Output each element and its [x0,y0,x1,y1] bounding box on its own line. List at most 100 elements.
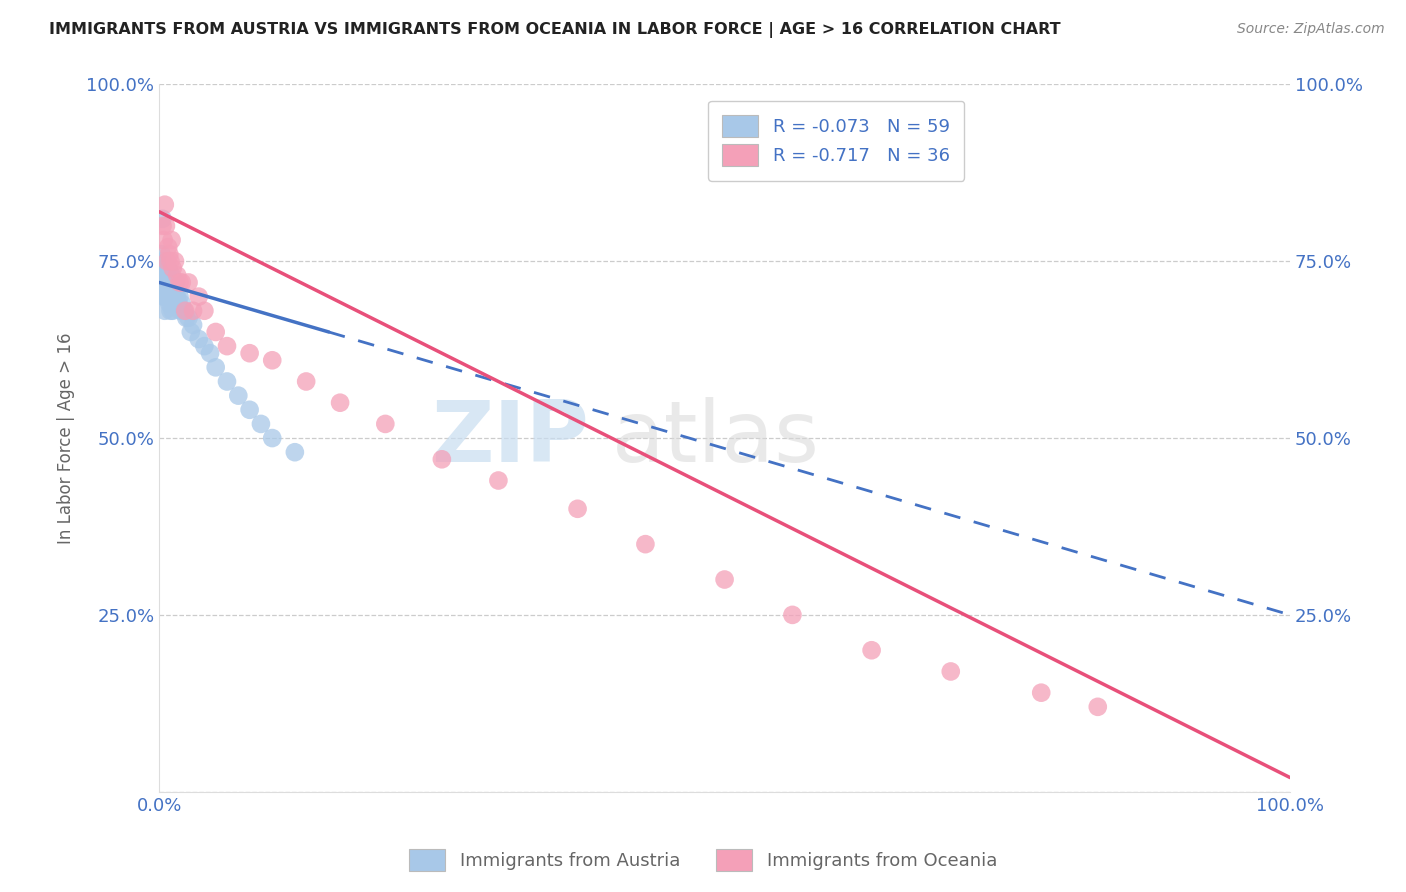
Point [166,290,188,304]
Point [163,276,186,290]
Point [155,219,177,233]
Point [193,303,215,318]
Point [486,474,509,488]
Point [152,290,174,304]
Point [167,296,190,310]
Point [1087,699,1109,714]
Legend: R = -0.073   N = 59, R = -0.717   N = 36: R = -0.073 N = 59, R = -0.717 N = 36 [707,101,965,181]
Text: IMMIGRANTS FROM AUSTRIA VS IMMIGRANTS FROM OCEANIA IN LABOR FORCE | AGE > 16 COR: IMMIGRANTS FROM AUSTRIA VS IMMIGRANTS FR… [49,22,1062,38]
Point [329,395,352,409]
Point [157,276,180,290]
Point [860,643,883,657]
Point [782,607,804,622]
Point [939,665,962,679]
Point [163,296,186,310]
Point [180,325,202,339]
Point [157,290,180,304]
Point [159,276,181,290]
Text: atlas: atlas [612,397,820,480]
Point [295,375,318,389]
Point [567,501,589,516]
Point [157,268,180,283]
Point [156,261,179,276]
Point [162,290,184,304]
Point [170,276,193,290]
Point [174,310,197,325]
Point [374,417,396,431]
Point [155,290,177,304]
Point [181,303,204,318]
Point [153,303,176,318]
Text: Source: ZipAtlas.com: Source: ZipAtlas.com [1237,22,1385,37]
Point [239,402,262,417]
Point [430,452,453,467]
Point [155,276,177,290]
Point [160,283,183,297]
Point [152,254,174,268]
Point [170,296,193,310]
Point [153,283,176,297]
Point [160,268,183,283]
Point [152,261,174,276]
Point [157,296,180,310]
Point [157,261,180,276]
Point [262,353,284,368]
Legend: Immigrants from Austria, Immigrants from Oceania: Immigrants from Austria, Immigrants from… [402,842,1004,879]
Point [187,290,209,304]
Point [215,375,238,389]
Point [152,233,174,247]
Point [187,332,209,346]
Point [152,276,174,290]
Point [173,303,195,318]
Point [177,310,200,325]
Point [163,254,186,268]
Point [226,389,249,403]
Point [165,276,187,290]
Point [156,276,179,290]
Point [198,346,221,360]
Point [204,325,226,339]
Point [150,247,173,261]
Point [250,417,273,431]
Point [634,537,657,551]
Point [165,290,187,304]
Point [159,283,181,297]
Point [153,197,176,211]
Point [157,276,180,290]
Point [163,290,186,304]
Point [177,276,200,290]
Point [262,431,284,445]
Point [169,276,191,290]
Point [157,283,180,297]
Point [159,254,181,268]
Point [160,233,183,247]
Point [181,318,204,332]
Point [162,276,184,290]
Point [215,339,238,353]
Point [155,268,177,283]
Point [159,268,181,283]
Point [204,360,226,375]
Point [156,290,179,304]
Y-axis label: In Labor Force | Age > 16: In Labor Force | Age > 16 [58,333,75,544]
Point [239,346,262,360]
Point [156,254,179,268]
Point [159,303,181,318]
Point [152,219,174,233]
Point [284,445,307,459]
Point [169,290,191,304]
Point [169,303,191,318]
Point [157,247,180,261]
Point [162,303,184,318]
Point [713,573,735,587]
Point [1031,686,1053,700]
Point [157,240,180,254]
Point [193,339,215,353]
Point [153,290,176,304]
Point [174,303,197,318]
Point [163,283,186,297]
Point [152,211,174,226]
Point [159,290,181,304]
Text: ZIP: ZIP [432,397,589,480]
Point [162,261,184,276]
